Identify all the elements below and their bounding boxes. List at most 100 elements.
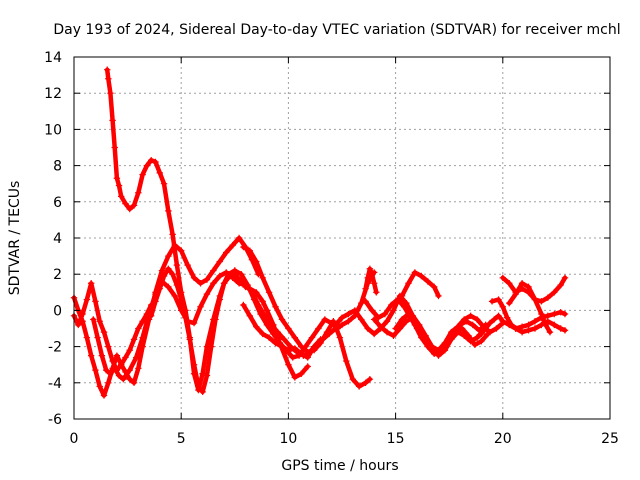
data-point bbox=[190, 274, 198, 282]
data-point bbox=[508, 321, 515, 329]
data-point bbox=[531, 325, 539, 332]
series-sat-n bbox=[392, 310, 489, 358]
data-point bbox=[152, 298, 159, 305]
data-point bbox=[210, 280, 217, 287]
y-tick-label: -2 bbox=[48, 340, 62, 356]
data-point bbox=[561, 327, 569, 334]
data-point bbox=[272, 339, 279, 347]
data-point bbox=[184, 261, 191, 269]
data-point bbox=[315, 325, 322, 332]
data-point bbox=[546, 328, 554, 336]
data-point bbox=[495, 312, 502, 320]
data-point bbox=[143, 162, 151, 169]
data-point bbox=[512, 290, 519, 298]
data-point bbox=[364, 274, 371, 282]
data-point bbox=[107, 90, 114, 97]
data-point bbox=[139, 318, 146, 325]
data-point bbox=[257, 310, 264, 318]
data-point bbox=[373, 289, 380, 296]
data-point bbox=[499, 303, 506, 310]
data-point bbox=[551, 289, 558, 296]
data-point bbox=[120, 375, 127, 383]
data-point bbox=[343, 357, 350, 365]
data-point bbox=[298, 370, 305, 377]
data-point bbox=[424, 343, 431, 350]
data-point bbox=[122, 200, 129, 207]
data-point bbox=[190, 319, 198, 327]
data-point bbox=[96, 318, 103, 325]
data-point bbox=[246, 312, 254, 320]
data-point bbox=[223, 249, 230, 256]
data-point bbox=[538, 298, 545, 305]
data-point bbox=[113, 366, 121, 374]
data-point bbox=[156, 169, 163, 177]
data-point bbox=[220, 280, 228, 287]
data-point bbox=[143, 310, 151, 318]
data-point bbox=[561, 310, 569, 318]
data-point bbox=[403, 318, 410, 325]
data-point bbox=[400, 303, 408, 310]
data-point bbox=[90, 316, 97, 323]
data-point bbox=[370, 316, 378, 323]
series-sat-p bbox=[362, 265, 380, 296]
data-point bbox=[308, 334, 316, 341]
data-point bbox=[87, 352, 95, 359]
data-point bbox=[165, 252, 172, 260]
data-point bbox=[139, 171, 146, 178]
data-point bbox=[370, 330, 378, 338]
data-point bbox=[506, 299, 513, 307]
data-point bbox=[398, 292, 406, 300]
data-point bbox=[139, 334, 146, 341]
data-point bbox=[325, 330, 333, 338]
data-point bbox=[484, 330, 491, 338]
data-point bbox=[274, 328, 281, 336]
data-point bbox=[253, 323, 260, 330]
data-point bbox=[117, 361, 125, 368]
series-line bbox=[371, 315, 486, 358]
data-point bbox=[345, 310, 352, 318]
data-point bbox=[160, 180, 168, 187]
data-point bbox=[304, 363, 311, 370]
data-point bbox=[147, 312, 155, 320]
data-point bbox=[424, 278, 431, 285]
data-point bbox=[246, 247, 254, 254]
data-point bbox=[197, 280, 204, 287]
data-point bbox=[518, 280, 526, 287]
data-point bbox=[158, 267, 166, 274]
data-point bbox=[186, 336, 193, 343]
data-point bbox=[418, 272, 425, 280]
x-tick-label: 20 bbox=[494, 431, 512, 447]
y-axis-label: SDTVAR / TECUs bbox=[7, 181, 23, 296]
data-point bbox=[499, 318, 506, 325]
data-point bbox=[456, 321, 464, 329]
data-point bbox=[102, 366, 110, 374]
data-point bbox=[405, 280, 412, 287]
data-point bbox=[506, 280, 513, 287]
data-point bbox=[370, 280, 378, 287]
data-point bbox=[358, 316, 365, 323]
data-point bbox=[338, 314, 346, 321]
data-point bbox=[96, 383, 103, 390]
data-point bbox=[364, 325, 371, 332]
data-point bbox=[544, 312, 552, 320]
data-point bbox=[473, 334, 481, 341]
data-point bbox=[199, 388, 206, 396]
data-point bbox=[265, 289, 273, 296]
data-point bbox=[165, 207, 172, 215]
data-point bbox=[92, 298, 99, 305]
data-point bbox=[178, 296, 185, 303]
x-tick-label: 15 bbox=[387, 431, 405, 447]
data-point bbox=[229, 242, 236, 249]
data-point bbox=[525, 321, 532, 329]
data-point bbox=[390, 332, 397, 339]
data-point bbox=[291, 334, 299, 341]
data-point bbox=[113, 352, 121, 359]
data-point bbox=[291, 345, 299, 352]
data-point bbox=[351, 307, 359, 314]
y-tick-label: -4 bbox=[48, 376, 62, 392]
data-point bbox=[270, 330, 277, 338]
data-point bbox=[240, 301, 247, 309]
data-point bbox=[278, 316, 286, 323]
data-point bbox=[156, 285, 163, 292]
data-point bbox=[171, 292, 178, 300]
